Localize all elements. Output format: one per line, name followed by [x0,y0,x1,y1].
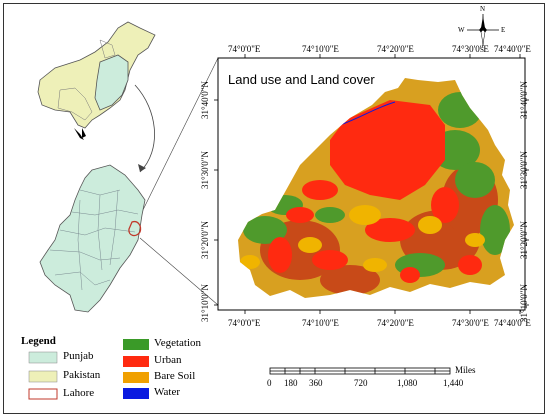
scale-label-1080: 1,080 [397,378,418,388]
left-coord-1: 31°40'0"N [199,81,210,119]
bottom-coord-3: 74°20'0"E [377,318,414,328]
top-coord-4: 74°30'0"E [452,44,489,54]
left-coord-3: 31°20'0"N [199,221,210,259]
lahore-outline [128,220,142,237]
left-coord-2: 31°30'0"N [199,151,210,189]
right-coord-4: 31°10'0"N [518,284,529,322]
scale-label-0: 0 [267,378,272,388]
left-coord-4: 31°10'0"N [199,284,210,322]
legend-title: Legend [21,335,56,347]
map-title: Land use and Land cover [228,72,375,87]
legend-swatch-lahore [28,388,58,400]
scale-label-1440: 1,440 [443,378,464,388]
compass-w: W [458,26,465,34]
right-coord-3: 31°20'0"N [518,221,529,259]
bottom-coord-4: 74°30'0"E [452,318,489,328]
legend-label-urban: Urban [154,354,182,366]
compass-n: N [480,5,486,13]
legend-label-lahore: Lahore [63,387,95,399]
pakistan-map [37,21,156,140]
scale-label-360: 360 [309,378,323,388]
scale-unit: Miles [455,365,476,375]
legend-swatch-punjab [28,351,58,364]
top-coord-1: 74°0'0"E [228,44,261,54]
right-coord-1: 31°40'0"N [518,81,529,119]
compass-icon [467,14,499,46]
top-coord-2: 74°10'0"E [302,44,339,54]
compass-e: E [501,26,506,34]
punjab-province [94,54,129,111]
legend-label-water: Water [154,386,180,398]
legend-label-punjab: Punjab [63,350,94,362]
legend-label-bare-soil: Bare Soil [154,370,196,382]
punjab-map [39,164,146,313]
bottom-coord-1: 74°0'0"E [228,318,261,328]
scale-label-180: 180 [284,378,298,388]
compass-s: S [480,46,484,54]
top-coord-5: 74°40'0"E [494,44,531,54]
legend-swatch-water [123,388,149,399]
legend-label-vegetation: Vegetation [154,337,202,349]
bottom-coord-5: 74°40'0"E [494,318,531,328]
bottom-coord-2: 74°10'0"E [302,318,339,328]
scale-label-720: 720 [354,378,368,388]
scale-bar [269,367,451,375]
legend-label-pakistan: Pakistan [63,369,101,381]
legend-swatches [28,339,149,400]
legend-swatch-vegetation [123,339,149,350]
legend-swatch-urban [123,356,149,367]
top-coord-3: 74°20'0"E [377,44,414,54]
legend-swatch-pakistan [28,370,58,383]
right-coord-2: 31°30'0"N [518,151,529,189]
legend-swatch-bare-soil [123,372,149,383]
figure-frame [3,3,545,414]
